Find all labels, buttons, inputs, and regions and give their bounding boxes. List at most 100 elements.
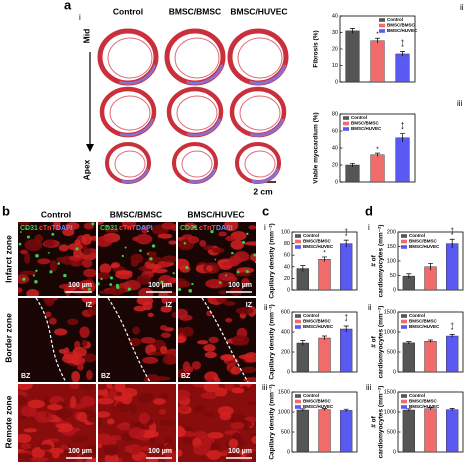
tissue (228, 255, 242, 265)
column-header: Control (113, 6, 143, 16)
vessel (245, 270, 249, 274)
column-header: BMSC/BMSC (110, 209, 162, 219)
tissue (161, 222, 176, 230)
tissue (160, 305, 172, 313)
y-tick-label: 0 (287, 449, 290, 455)
border-line (201, 298, 249, 382)
tissue (162, 354, 176, 365)
tissue (212, 247, 225, 254)
tissue (206, 449, 222, 460)
stain-label: CD31 (100, 225, 118, 232)
tissue (159, 392, 170, 400)
tissue (140, 336, 156, 344)
tissue (18, 287, 23, 293)
y-axis-label: Fibrosis (%) (313, 30, 320, 67)
fibrosis-region (251, 168, 280, 184)
y-tick-label: 10 (332, 63, 338, 69)
significance-mark: † (450, 227, 454, 234)
legend-label: BMSC/BMSC (303, 399, 331, 404)
stain-label: cTnT (39, 225, 56, 232)
tissue (71, 435, 89, 443)
y-tick-label: 0 (287, 369, 290, 375)
heart-inner (109, 95, 151, 131)
y-axis-label: Capillary density (mm⁻²) (269, 384, 276, 459)
y-tick-label: 80 (332, 111, 338, 117)
error-bar (406, 408, 412, 412)
bar (318, 409, 331, 453)
vessel (34, 279, 38, 284)
tissue (98, 411, 111, 418)
legend-swatch (343, 121, 349, 126)
bar (446, 409, 459, 453)
zone-label: IZ (86, 302, 93, 309)
tissue (37, 258, 51, 265)
legend-label: Control (409, 233, 425, 238)
stain-label: DAPI (136, 225, 153, 232)
panel-sublabel: iii (262, 383, 268, 392)
tissue (18, 453, 33, 460)
tissue (18, 394, 27, 406)
stain-label: cTnT (199, 225, 216, 232)
error-bar (350, 162, 355, 167)
fibrosis-region (188, 168, 217, 184)
tissue (230, 239, 245, 250)
column-header: Control (41, 209, 71, 219)
tissue (178, 277, 188, 289)
vessel (149, 257, 153, 261)
y-tick-label: 0 (335, 179, 338, 185)
tissue (48, 317, 57, 325)
tissue (81, 233, 93, 245)
bar (296, 342, 309, 373)
legend-label: Control (351, 115, 367, 120)
legend-label: BMSC/BMSC (303, 319, 331, 324)
tissue (219, 412, 232, 421)
tissue (141, 224, 148, 234)
heart-inner (176, 95, 218, 131)
arrow-head (86, 144, 94, 152)
tissue (98, 417, 103, 428)
significance-mark: * (323, 250, 326, 257)
tissue (221, 261, 233, 267)
y-tick-label: 600 (281, 309, 290, 315)
bar (402, 342, 415, 373)
tissue (136, 298, 154, 306)
tissue (155, 444, 167, 451)
error-bar (449, 334, 455, 338)
y-tick-label: 40 (332, 145, 338, 151)
vessel (147, 252, 149, 255)
tissue (171, 312, 176, 318)
bar (395, 137, 410, 183)
heart-inner (114, 150, 146, 178)
tissue (104, 453, 119, 462)
vessel (20, 231, 22, 233)
legend-swatch (295, 405, 301, 409)
vessel (100, 277, 103, 280)
y-tick-label: 60 (332, 128, 338, 134)
legend-swatch (295, 399, 301, 404)
y-axis-label: Capillary density (mm⁻²) (269, 223, 276, 298)
tissue (236, 267, 255, 274)
tissue (44, 396, 52, 405)
legend-label: BMSC/HUVEC (303, 404, 334, 409)
tissue (103, 436, 117, 447)
fibrosis-region (121, 168, 150, 184)
tissue (130, 260, 139, 267)
error-bar (300, 408, 306, 412)
tissue (77, 411, 88, 422)
micrograph: 100 µm (178, 384, 256, 462)
fibrosis-region (249, 118, 285, 137)
error-bar (350, 28, 355, 34)
tissue (112, 405, 131, 412)
tissue (145, 263, 162, 270)
tissue (86, 457, 96, 462)
tissue (82, 247, 92, 256)
tissue (231, 340, 249, 346)
tissue (218, 231, 227, 237)
fibrosis-region (249, 64, 287, 85)
tissue (187, 236, 200, 244)
tissue (142, 356, 159, 364)
tissue (136, 274, 152, 285)
tissue (77, 279, 96, 292)
tissue (47, 404, 63, 411)
